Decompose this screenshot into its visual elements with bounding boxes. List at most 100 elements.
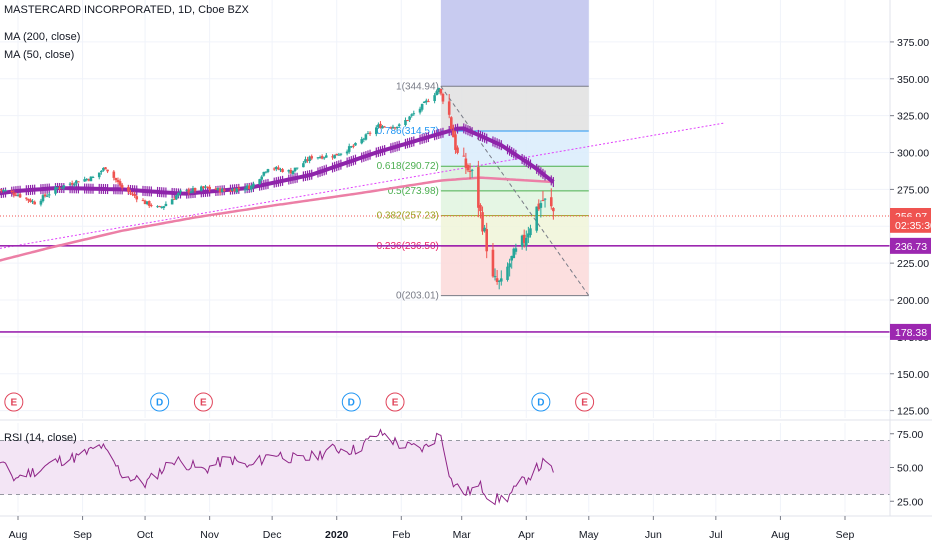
candle-body (420, 103, 424, 110)
time-tick-label: Sep (836, 529, 855, 541)
candle-body (250, 185, 253, 190)
candle-body (156, 206, 159, 208)
candle-body (275, 167, 278, 170)
fibonacci-retracement[interactable]: 1(344.94) 0.786(314.57) 0.618(290.72) 0.5(2… (377, 0, 590, 302)
price-tick-label: 375.00 (897, 37, 929, 49)
candle-body (0, 189, 3, 191)
earnings-marker[interactable] (385, 392, 405, 412)
candle-body (349, 146, 353, 148)
candle-body (116, 180, 120, 183)
candle-body (145, 201, 149, 205)
price-tag-label: 02:35:30 (895, 220, 932, 232)
candle-body (91, 177, 95, 179)
rsi-legend[interactable]: RSI (14, close) (4, 432, 77, 444)
candle-body (170, 199, 174, 205)
candle-body (70, 183, 74, 185)
candle-body (374, 127, 378, 135)
candle-body (289, 170, 293, 174)
candle-body (77, 181, 80, 183)
candle-body (291, 170, 295, 174)
candle-body (172, 198, 176, 200)
candle-body (204, 186, 207, 188)
candle-body (129, 192, 132, 194)
trend-line (0, 122, 725, 249)
dividend-marker[interactable] (150, 392, 170, 412)
candle-body (339, 153, 343, 155)
candle-body (408, 116, 411, 120)
ma50-legend[interactable]: MA (50, close) (4, 49, 75, 61)
candle-body (543, 198, 547, 200)
candle-body (481, 212, 484, 232)
horizontal-lines[interactable] (0, 215, 890, 333)
candle-body (60, 187, 64, 189)
candle-body (112, 171, 116, 178)
price-tick-label: 275.00 (897, 184, 929, 196)
fib-level-label: 0.786(314.57) (377, 126, 439, 137)
event-marker-label: E (200, 398, 207, 409)
candle-body (279, 169, 282, 171)
candle-body (58, 187, 61, 189)
candle-body (331, 156, 334, 158)
ma200-legend[interactable]: MA (200, close) (4, 31, 81, 43)
candle-body (162, 206, 166, 208)
candle-body (245, 185, 249, 189)
candle-body (447, 101, 451, 115)
rsi-tick-label: 75.00 (897, 429, 923, 441)
time-tick-label: Mar (453, 529, 472, 541)
price-tick-label: 325.00 (897, 111, 929, 123)
dividend-marker[interactable] (531, 392, 551, 412)
dividend-marker[interactable] (341, 392, 361, 412)
candle-body (33, 201, 36, 205)
fib-zone (440, 86, 589, 132)
candle-body (27, 198, 30, 201)
event-marker-label: E (392, 398, 399, 409)
candle-body (4, 190, 7, 192)
candle-body (337, 154, 341, 156)
candle-body (454, 134, 457, 150)
time-tick-label: Feb (392, 529, 410, 541)
time-tick-label: Sep (73, 529, 92, 541)
candle-body (208, 186, 211, 190)
candle-body (404, 120, 407, 126)
candle-body (493, 276, 497, 278)
candle-body (133, 194, 136, 196)
event-marker-label: E (10, 398, 17, 409)
candle-body (456, 147, 459, 153)
candle-body (160, 207, 164, 209)
price-tick-label: 350.00 (897, 74, 929, 86)
candle-body (41, 195, 45, 202)
trend-lines[interactable] (0, 122, 725, 249)
candle-body (497, 280, 501, 282)
earnings-marker[interactable] (4, 392, 24, 412)
candle-body (97, 172, 101, 178)
earnings-marker[interactable] (575, 392, 595, 412)
candle-body (495, 278, 499, 282)
earnings-marker[interactable] (193, 392, 213, 412)
time-tick-label: Nov (200, 529, 219, 541)
candle-body (202, 186, 205, 189)
candle-body (535, 206, 538, 231)
candle-body (120, 185, 124, 188)
rsi-line (0, 428, 554, 506)
candle-body (2, 190, 5, 192)
rsi-tick-label: 25.00 (897, 496, 923, 508)
candle-body (141, 200, 145, 202)
event-marker-label: E (581, 398, 588, 409)
candle-body (499, 278, 503, 282)
candle-body (247, 185, 251, 190)
candle-body (260, 176, 264, 180)
candle-body (352, 145, 355, 147)
candle-body (335, 153, 339, 156)
candle-body (29, 199, 32, 202)
fib-level-label: 0.382(257.23) (377, 211, 439, 222)
price-candles (0, 87, 555, 290)
candle-body (304, 159, 307, 163)
fib-trend-line (440, 85, 590, 296)
time-tick-label: Dec (263, 529, 282, 541)
candle-body (131, 193, 134, 195)
candle-body (39, 200, 43, 205)
chart-title: MASTERCARD INCORPORATED, 1D, Cboe BZX (4, 4, 249, 16)
